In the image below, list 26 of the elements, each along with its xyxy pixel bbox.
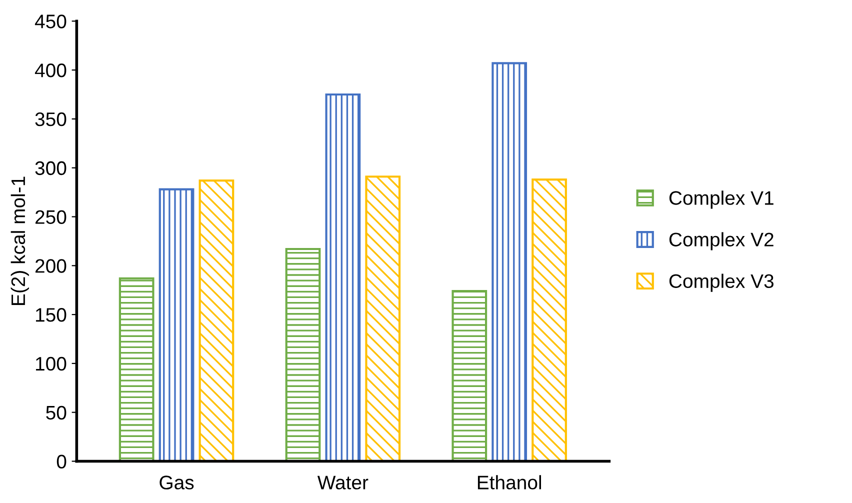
y-tick-label: 50 [46, 406, 66, 420]
y-tick-label: 150 [36, 308, 66, 322]
bar [158, 188, 194, 462]
x-tick-label: Water [317, 476, 368, 490]
bar [325, 93, 361, 462]
legend-label: Complex V3 [669, 274, 774, 292]
bar [452, 290, 488, 462]
y-tick-label: 250 [35, 210, 66, 224]
y-axis-title: E(2) kcal mol-1 [10, 176, 29, 305]
legend-label: Complex V1 [669, 190, 774, 209]
y-tick-label: 0 [56, 454, 66, 468]
y-tick-label: 450 [34, 14, 66, 28]
y-tick-label: 400 [34, 63, 66, 78]
y-tick-label: 350 [35, 112, 66, 126]
legend-label: Complex V2 [669, 232, 774, 250]
bar [285, 248, 321, 462]
bar [492, 62, 528, 462]
bar [118, 277, 154, 462]
bar [532, 178, 567, 462]
y-tick-label: 300 [35, 161, 66, 176]
x-tick-label: Ethanol [478, 475, 542, 490]
bar [365, 176, 401, 462]
y-tick-label: 200 [35, 259, 66, 273]
bar [198, 180, 234, 462]
x-tick-label: Gas [160, 476, 194, 490]
y-tick-label: 100 [36, 356, 66, 371]
